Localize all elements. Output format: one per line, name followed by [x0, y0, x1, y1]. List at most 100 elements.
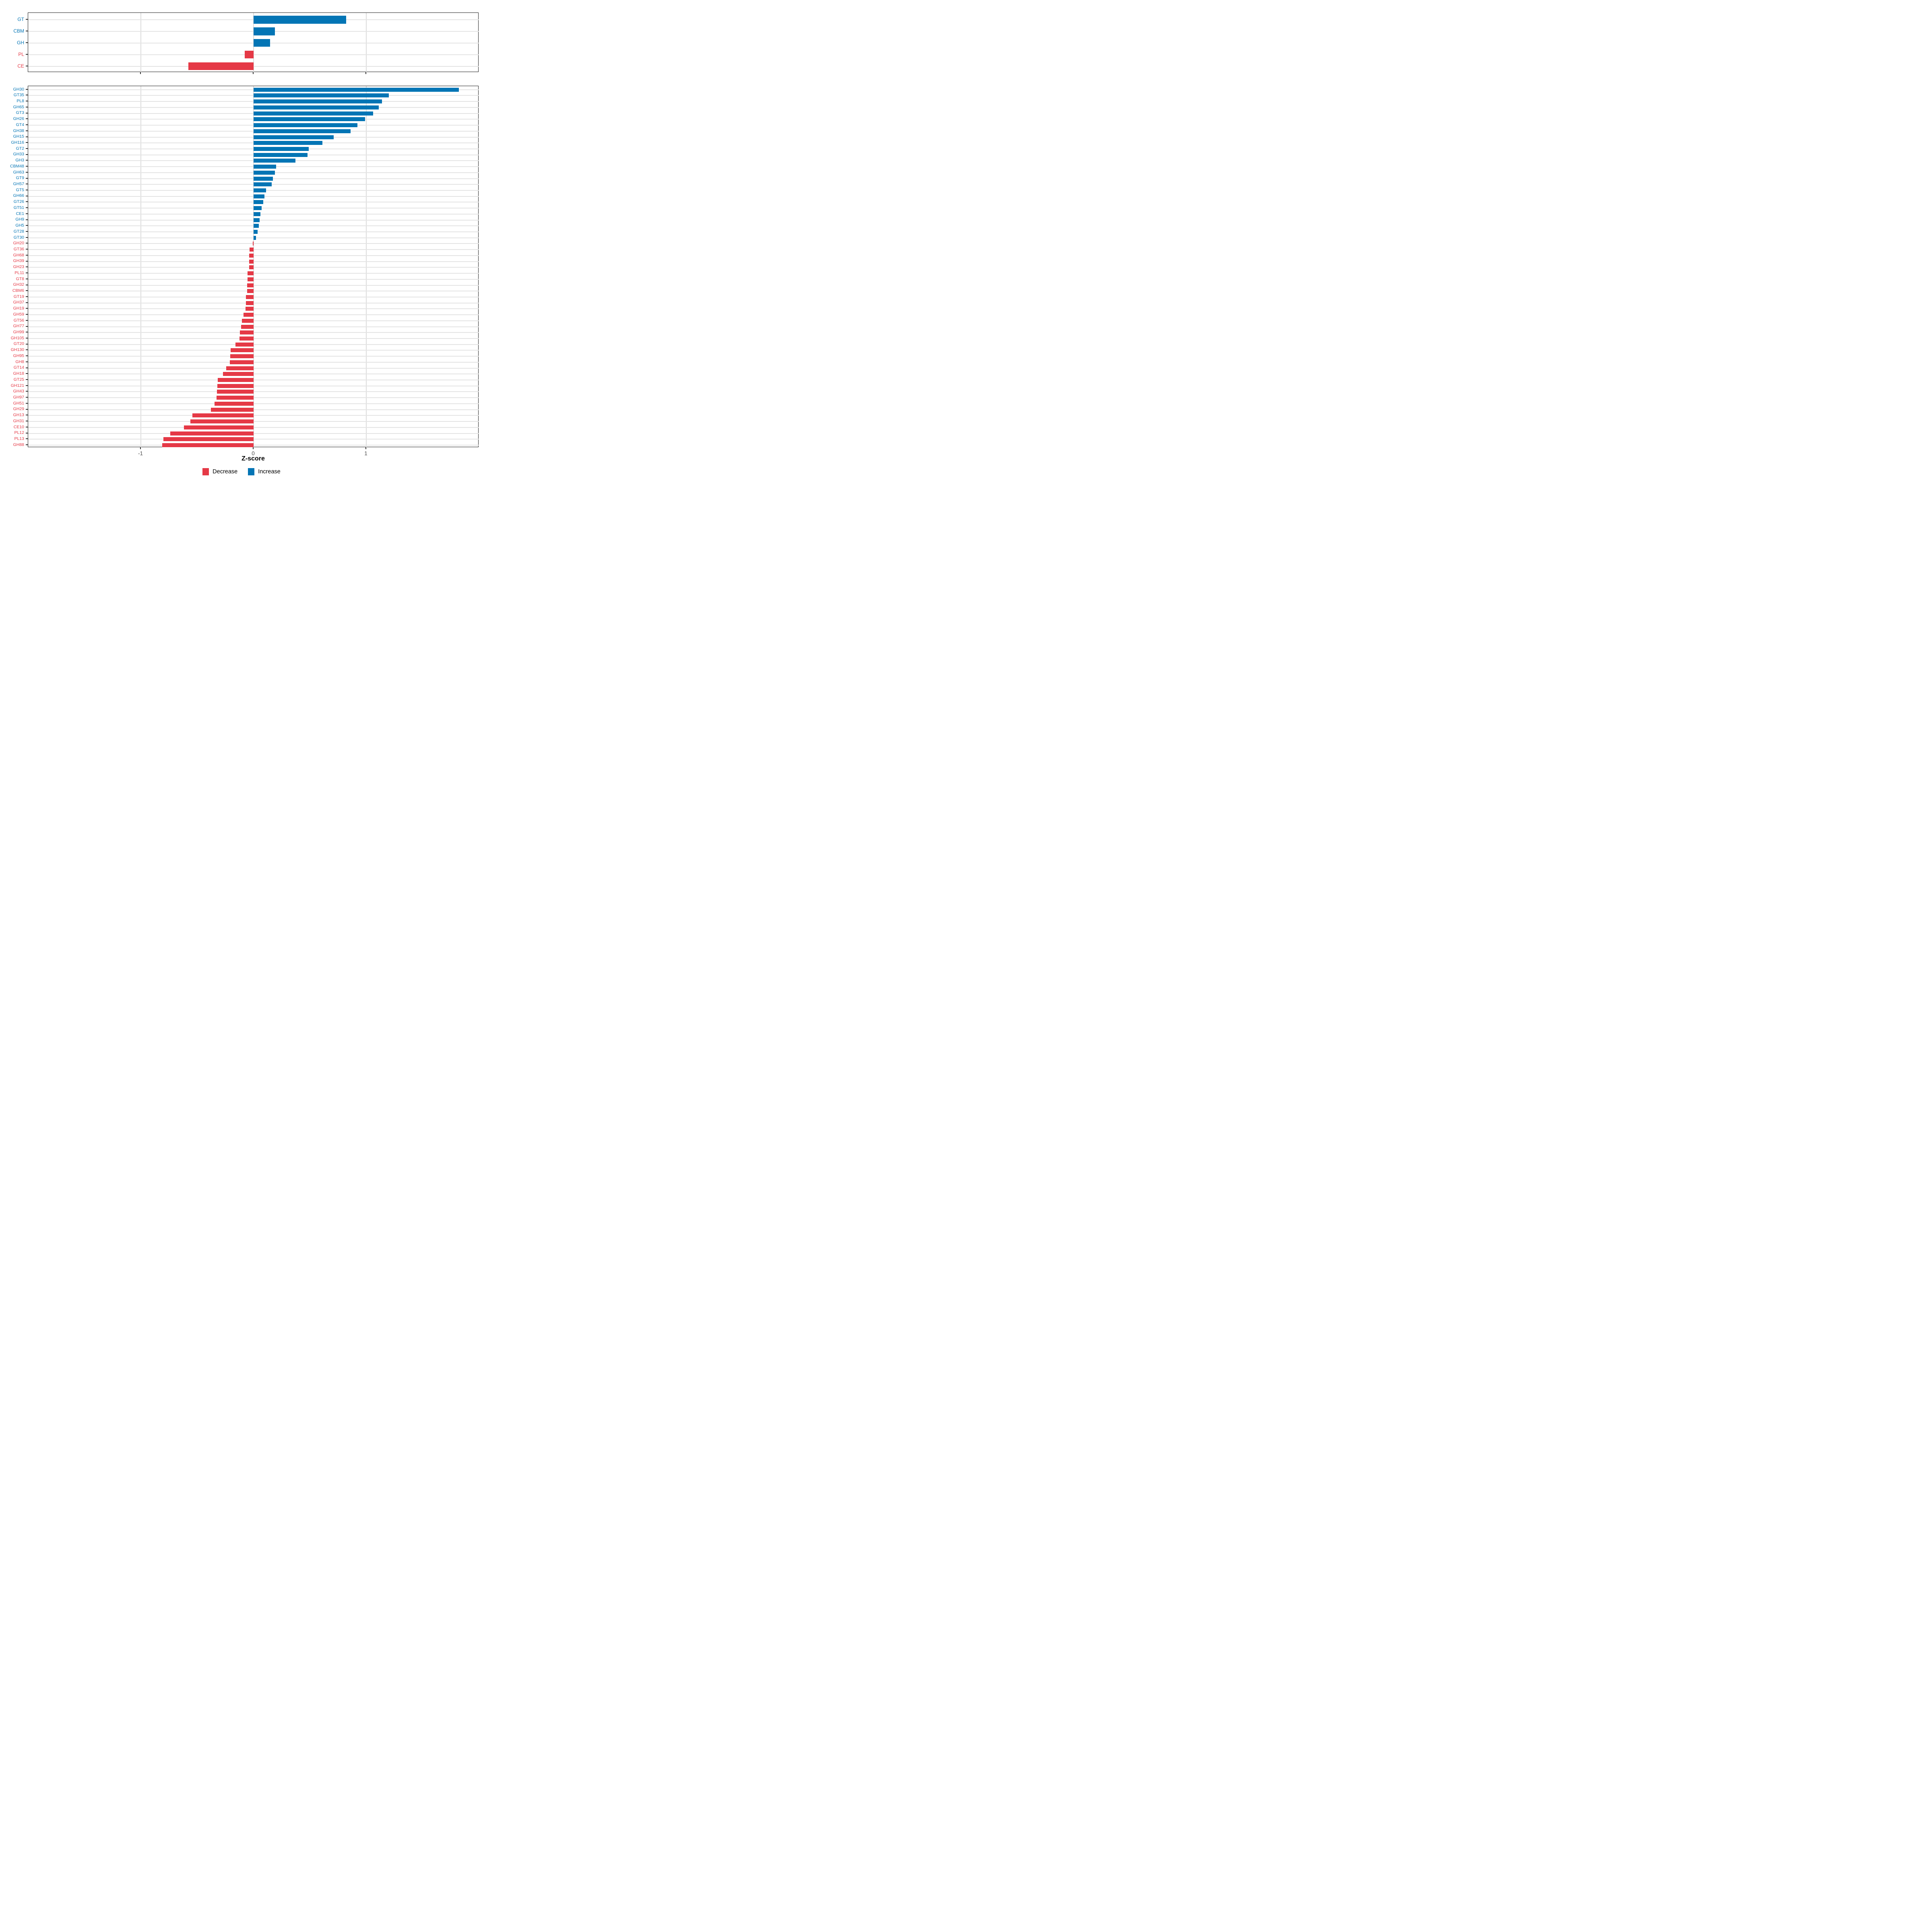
GH95-bar	[230, 354, 254, 359]
GT35-bar	[254, 93, 389, 98]
PL13-label: PL13	[14, 436, 24, 441]
GT25-axis-tick	[26, 379, 28, 380]
GT3-label: GT3	[16, 110, 24, 116]
GH5-axis-tick	[26, 225, 28, 226]
GH15-label: GH15	[13, 134, 24, 139]
GH88-label: GH88	[13, 442, 24, 447]
GH121-axis-tick	[26, 385, 28, 386]
GH18-bar	[223, 372, 254, 376]
gridline-row-GH23	[28, 267, 479, 268]
x-tick--1-bottom	[140, 447, 141, 449]
GH38-label: GH38	[13, 128, 24, 133]
gridline-x--1	[140, 86, 142, 448]
CE1-label: CE1	[16, 211, 24, 216]
GH33-bar	[254, 153, 308, 157]
GT56-bar	[242, 318, 254, 323]
GT19-label: GT19	[13, 294, 24, 299]
GH13-label: GH13	[13, 413, 24, 418]
GT9-bar	[254, 176, 273, 181]
GT36-bar	[250, 248, 254, 252]
GH51-label: GH51	[13, 400, 24, 406]
gridline-row-GH43	[28, 391, 479, 392]
GH32-label: GH32	[13, 282, 24, 287]
gridline-row-PL	[28, 54, 479, 55]
GH18-axis-tick	[26, 373, 28, 374]
GT35-label: GT35	[13, 93, 24, 98]
GH8-bar	[229, 360, 254, 364]
GH-axis-tick	[26, 42, 28, 43]
GH95-axis-tick	[26, 355, 28, 357]
GT20-axis-tick	[26, 343, 28, 345]
GH51-bar	[214, 401, 254, 406]
GT30-label: GT30	[13, 235, 24, 240]
GH5-label: GH5	[15, 223, 24, 228]
GH130-label: GH130	[10, 347, 24, 353]
gridline-row-GH13	[28, 415, 479, 416]
GH43-label: GH43	[13, 389, 24, 394]
GH33-axis-tick	[26, 154, 28, 155]
x-tick-0-top	[253, 72, 254, 74]
GT-axis-tick	[26, 19, 28, 20]
GH105-label: GH105	[10, 335, 24, 341]
GH65-label: GH65	[13, 104, 24, 109]
GT14-label: GT14	[13, 365, 24, 370]
PL-label: PL	[18, 51, 24, 57]
CE1-axis-tick	[26, 213, 28, 214]
gridline-row-GH97	[28, 397, 479, 398]
x-tick-label-0: 0	[252, 450, 255, 456]
top-facet-panel	[28, 12, 479, 72]
GH59-bar	[244, 313, 254, 317]
GH18-label: GH18	[13, 371, 24, 376]
gridline-row-CE10	[28, 427, 479, 428]
GH9-label: GH9	[15, 217, 24, 222]
GH29-bar	[211, 407, 254, 412]
GH66-label: GH66	[13, 193, 24, 198]
GT2-bar	[254, 147, 309, 151]
PL8-bar	[254, 99, 382, 104]
GH66-bar	[254, 194, 264, 198]
GH9-axis-tick	[26, 219, 28, 220]
PL12-bar	[170, 431, 254, 436]
GT26-axis-tick	[26, 201, 28, 202]
GH99-bar	[240, 330, 254, 335]
legend-item-increase: Increase	[248, 468, 281, 475]
GH30-bar	[254, 87, 459, 92]
PL-axis-tick	[26, 54, 28, 55]
legend-item-decrease: Decrease	[202, 468, 237, 475]
GH116-axis-tick	[26, 142, 28, 143]
GT28-bar	[254, 230, 258, 234]
GH33-label: GH33	[13, 152, 24, 157]
GH57-bar	[254, 182, 272, 187]
x-tick-1-bottom	[365, 447, 366, 449]
GT30-bar	[254, 235, 256, 240]
GH23-bar	[249, 265, 254, 270]
GT20-label: GT20	[13, 341, 24, 347]
GT3-axis-tick	[26, 112, 28, 114]
GT9-axis-tick	[26, 178, 28, 179]
legend-label-decrease: Decrease	[213, 469, 238, 475]
GH43-axis-tick	[26, 391, 28, 392]
gridline-row-GT36	[28, 249, 479, 250]
GH37-bar	[246, 301, 254, 305]
GT28-label: GT28	[13, 229, 24, 234]
GT26-label: GT26	[13, 199, 24, 204]
GH20-label: GH20	[13, 241, 24, 246]
GH39-axis-tick	[26, 260, 28, 262]
GT26-bar	[254, 200, 263, 204]
gridline-row-GH19	[28, 308, 479, 310]
GT2-axis-tick	[26, 148, 28, 149]
GH13-bar	[192, 413, 254, 418]
GH31-bar	[190, 419, 254, 424]
CBM48-bar	[254, 165, 276, 169]
CE10-bar	[184, 425, 254, 429]
GH51-axis-tick	[26, 402, 28, 404]
GH15-bar	[254, 135, 334, 139]
GH77-bar	[241, 324, 254, 329]
gridline-row-GH39	[28, 261, 479, 262]
GH19-axis-tick	[26, 308, 28, 309]
GH20-bar	[252, 242, 254, 246]
gridline-row-GH20	[28, 243, 479, 244]
GT19-bar	[246, 295, 254, 299]
GH63-bar	[254, 170, 275, 175]
gridline-x-1	[365, 86, 367, 448]
